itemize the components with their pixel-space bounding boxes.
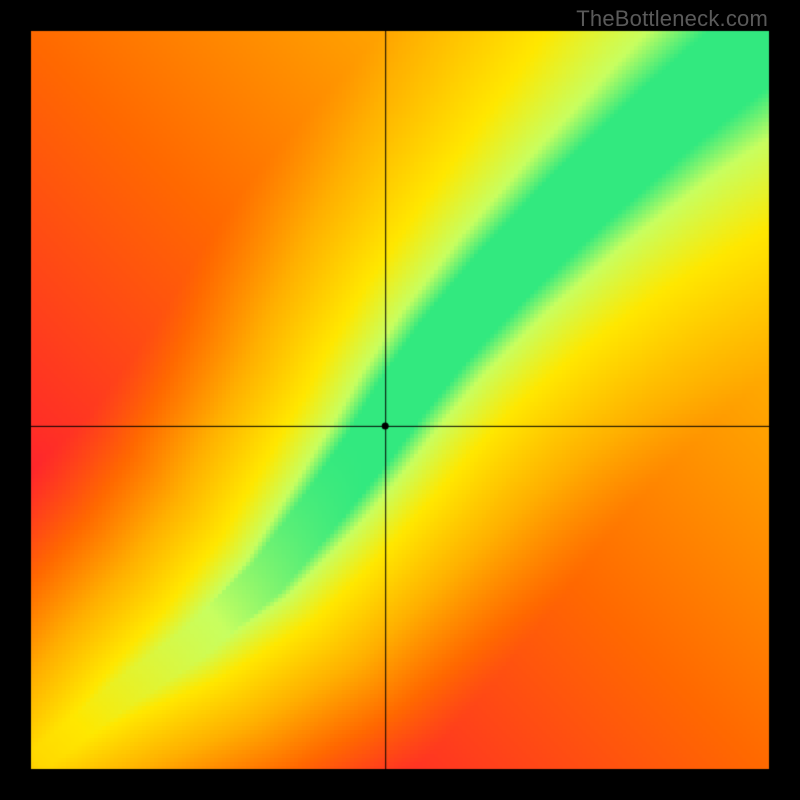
watermark-text: TheBottleneck.com bbox=[576, 6, 768, 32]
heatmap-canvas bbox=[0, 0, 800, 800]
chart-container: TheBottleneck.com bbox=[0, 0, 800, 800]
